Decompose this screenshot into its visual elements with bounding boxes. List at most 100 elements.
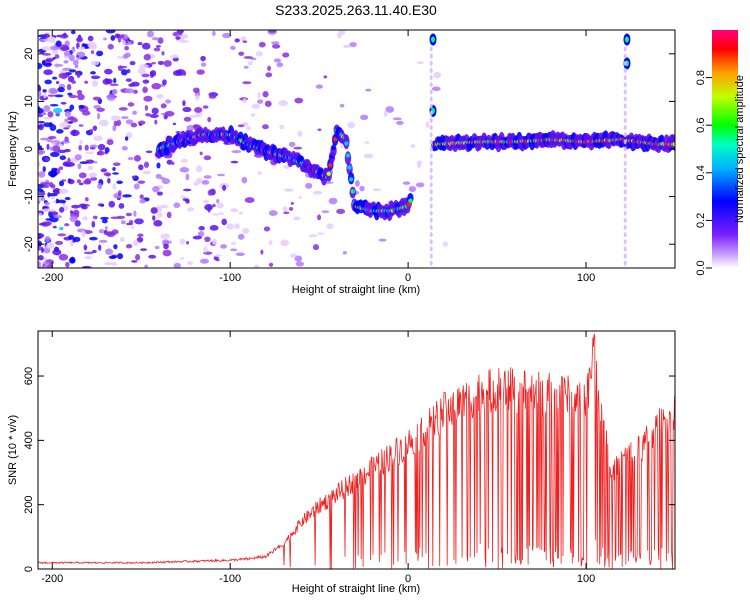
spectrogram-streak-cell	[623, 110, 627, 116]
spectrogram-noise-cell	[38, 233, 42, 240]
colorbar: 0.0 0.2 0.4 0.6 0.8 Normalized spectral ampl…	[695, 30, 746, 276]
spectrogram-noise-cell	[78, 182, 84, 186]
spectrogram-noise-cell	[122, 53, 129, 59]
spectrogram-noise-cell	[271, 41, 280, 45]
spectrogram-noise-cell	[182, 100, 186, 107]
spectrogram-streak-cell	[623, 89, 627, 95]
spectrogram-noise-cell	[66, 83, 72, 91]
spectrogram-noise-cell	[42, 59, 46, 66]
spectrogram-noise-cell	[47, 111, 54, 118]
spectrogram-noise-cell	[141, 42, 151, 50]
spectrogram-noise-cell	[64, 196, 71, 201]
spectrogram-ridge-cell	[348, 177, 354, 182]
colorbar-gradient	[712, 30, 738, 268]
spectrogram-noise-cell	[97, 183, 103, 190]
spectrogram-noise-cell	[76, 72, 81, 79]
spectrogram-noise-cell	[241, 176, 248, 184]
spectrogram-noise-cell	[59, 70, 66, 73]
spectrogram-noise-cell	[38, 222, 48, 226]
spectrogram-noise-cell	[68, 69, 77, 73]
spectrogram-noise-cell	[182, 71, 187, 77]
colorbar-tick-label: 0.0	[695, 260, 707, 275]
spectrogram-noise-cell	[156, 212, 163, 218]
spectrogram-noise-cell	[38, 200, 41, 205]
colorbar-tick-label: 0.2	[695, 213, 707, 228]
spectrogram-noise-cell	[150, 54, 156, 58]
spectrogram-ridge-cell	[328, 162, 333, 168]
spectrogram-noise-cell	[162, 79, 167, 86]
spectrogram-x-tick-label: -100	[219, 272, 241, 284]
spectrogram-noise-cell	[91, 249, 97, 254]
spectrogram-y-tick-label: 0	[23, 146, 35, 152]
spectrogram-noise-cell	[83, 256, 93, 260]
spectrogram-noise-cell	[124, 46, 129, 51]
spectrogram-noise-cell	[179, 167, 190, 173]
spectrogram-noise-cell	[254, 264, 260, 268]
spectrogram-y-tick-label: 10	[23, 95, 35, 107]
spectrogram-noise-cell	[49, 45, 60, 51]
spectrogram-noise-cell	[59, 206, 65, 213]
spectrogram-noise-cell	[137, 180, 146, 184]
spectrogram-noise-cell	[43, 116, 51, 120]
spectrogram-noise-cell	[38, 191, 46, 196]
spectrogram-noise-cell	[44, 79, 52, 85]
spectrogram-noise-cell	[77, 46, 86, 50]
spectrogram-streak-cell	[623, 75, 627, 81]
spectrogram-streak-cell	[429, 117, 433, 123]
spectrogram-streak-cell	[623, 103, 627, 109]
spectrogram-noise-cell	[53, 63, 64, 67]
spectrogram-noise-cell	[38, 120, 45, 124]
spectrogram-noise-cell	[202, 105, 209, 109]
spectrogram-noise-cell	[59, 44, 69, 52]
snr-x-tick-label: 100	[577, 573, 595, 585]
spectrogram-noise-cell	[110, 115, 121, 122]
spectrogram-noise-cell	[283, 188, 294, 192]
spectrogram-noise-cell	[45, 58, 54, 62]
spectrogram-noise-cell	[207, 116, 212, 123]
spectrogram-noise-cell	[89, 236, 98, 241]
spectrogram-streak-cell	[623, 239, 627, 245]
spectrogram-streak-cell	[429, 210, 433, 216]
spectrogram-streak-cell	[429, 196, 433, 202]
spectrogram-noise-cell	[156, 93, 164, 99]
spectrogram-noise-cell	[42, 89, 47, 93]
spectrogram-noise-cell	[153, 47, 161, 52]
spectrogram-noise-cell	[166, 159, 173, 165]
spectrogram-noise-cell	[338, 30, 346, 36]
spectrogram-noise-cell	[42, 33, 51, 39]
spectrogram-noise-cell	[125, 244, 133, 249]
spectrogram-streak-cell	[623, 117, 627, 123]
spectrogram-noise-cell	[166, 211, 172, 219]
spectrogram-noise-cell	[64, 118, 69, 123]
spectrogram-noise-cell	[131, 175, 136, 179]
spectrogram-noise-cell	[142, 170, 152, 175]
spectrogram-noise-cell	[214, 254, 222, 258]
spectrogram-noise-cell	[276, 62, 284, 68]
spectrogram-noise-cell	[64, 136, 69, 142]
spectrogram-streak-cell	[623, 60, 627, 66]
spectrogram-noise-cell	[144, 104, 148, 111]
spectrogram-noise-cell	[44, 157, 50, 162]
spectrogram-streak-cell	[623, 132, 627, 138]
spectrogram-noise-cell	[78, 104, 85, 109]
spectrogram-noise-cell	[82, 179, 92, 185]
spectrogram-noise-cell	[103, 37, 108, 41]
spectrogram-ridge-cell	[332, 137, 338, 142]
spectrogram-noise-cell	[295, 261, 305, 267]
spectrogram-noise-cell	[44, 63, 53, 66]
spectrogram-noise-cell	[38, 124, 42, 129]
spectrogram-streak-cell	[623, 203, 627, 209]
spectrogram-noise-cell	[103, 172, 112, 177]
spectrogram-noise-cell	[200, 62, 207, 67]
spectrogram-noise-cell	[120, 220, 126, 225]
spectrogram-noise-cell	[38, 62, 43, 70]
spectrogram-noise-cell	[65, 261, 70, 268]
spectrogram-streak-cell	[623, 53, 627, 59]
spectrogram-noise-cell	[46, 143, 50, 150]
spectrogram-noise-cell	[234, 223, 240, 230]
spectrogram-noise-cell	[238, 51, 245, 56]
spectrogram-noise-cell	[222, 184, 227, 191]
colorbar-ticks: 0.0 0.2 0.4 0.6 0.8	[695, 70, 712, 276]
spectrogram-noise-cell	[121, 116, 129, 120]
spectrogram-noise-cell	[49, 122, 53, 126]
